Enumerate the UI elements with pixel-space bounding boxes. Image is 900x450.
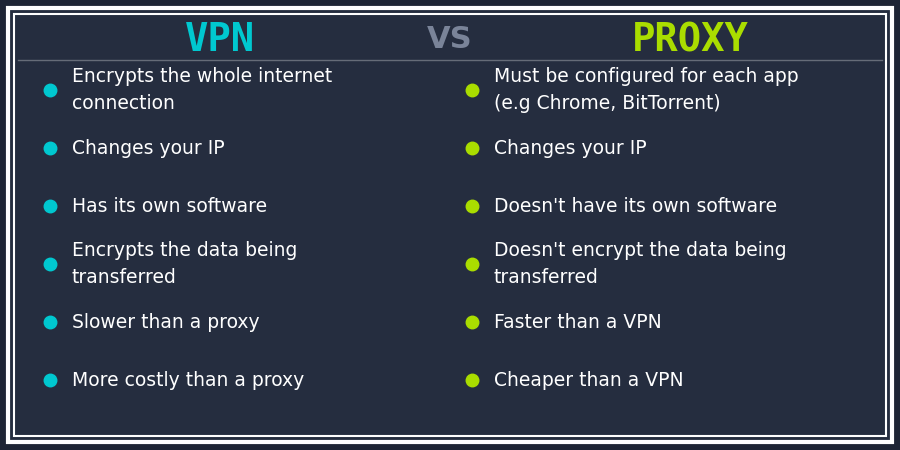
- Text: VS: VS: [428, 26, 473, 54]
- Text: Encrypts the data being
transferred: Encrypts the data being transferred: [72, 241, 297, 287]
- Text: Doesn't encrypt the data being
transferred: Doesn't encrypt the data being transferr…: [494, 241, 787, 287]
- Text: Must be configured for each app
(e.g Chrome, BitTorrent): Must be configured for each app (e.g Chr…: [494, 67, 798, 113]
- Text: Encrypts the whole internet
connection: Encrypts the whole internet connection: [72, 67, 332, 113]
- Text: Has its own software: Has its own software: [72, 197, 267, 216]
- Text: Faster than a VPN: Faster than a VPN: [494, 312, 662, 332]
- Text: Changes your IP: Changes your IP: [72, 139, 225, 158]
- Text: VPN: VPN: [184, 21, 255, 59]
- Text: Cheaper than a VPN: Cheaper than a VPN: [494, 370, 684, 390]
- Text: Doesn't have its own software: Doesn't have its own software: [494, 197, 777, 216]
- Text: PROXY: PROXY: [632, 21, 749, 59]
- FancyBboxPatch shape: [8, 8, 892, 442]
- Text: Slower than a proxy: Slower than a proxy: [72, 312, 259, 332]
- Text: More costly than a proxy: More costly than a proxy: [72, 370, 304, 390]
- Text: Changes your IP: Changes your IP: [494, 139, 646, 158]
